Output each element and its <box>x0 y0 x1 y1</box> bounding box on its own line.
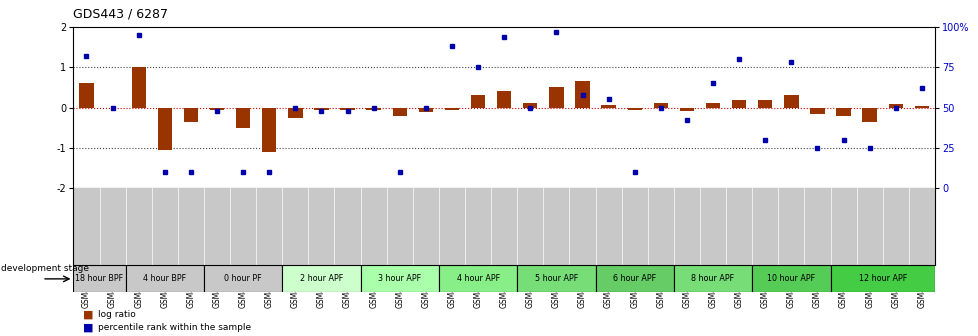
Bar <box>627 108 642 110</box>
Bar <box>184 108 198 122</box>
Bar <box>360 265 438 292</box>
Bar <box>340 108 354 110</box>
Bar <box>732 100 745 108</box>
Bar <box>288 108 302 118</box>
Bar <box>444 108 459 110</box>
Bar <box>705 103 720 108</box>
Bar <box>262 108 276 152</box>
Text: 18 hour BPF: 18 hour BPF <box>75 275 123 283</box>
Bar <box>575 81 589 108</box>
Bar <box>157 108 172 150</box>
Text: ■: ■ <box>83 323 94 333</box>
Bar <box>131 67 146 108</box>
Bar <box>810 108 823 114</box>
Bar <box>600 105 615 108</box>
Bar <box>862 108 876 122</box>
Text: development stage: development stage <box>1 264 89 273</box>
Text: 8 hour APF: 8 hour APF <box>690 275 734 283</box>
Bar <box>236 108 250 128</box>
Text: percentile rank within the sample: percentile rank within the sample <box>98 323 250 332</box>
Bar <box>888 104 902 108</box>
Bar <box>757 100 772 108</box>
Bar <box>595 265 673 292</box>
Bar <box>314 108 329 110</box>
Text: 6 hour APF: 6 hour APF <box>612 275 655 283</box>
Bar <box>203 265 282 292</box>
Text: 4 hour APF: 4 hour APF <box>456 275 499 283</box>
Text: 0 hour PF: 0 hour PF <box>224 275 262 283</box>
Bar <box>470 95 485 108</box>
Text: 12 hour APF: 12 hour APF <box>858 275 906 283</box>
Bar <box>673 265 751 292</box>
Bar <box>679 108 693 111</box>
Bar <box>73 265 125 292</box>
Bar <box>392 108 407 116</box>
Bar <box>419 108 432 112</box>
Bar <box>125 265 203 292</box>
Bar <box>79 83 94 108</box>
Bar <box>549 87 563 108</box>
Bar <box>209 108 224 110</box>
Bar <box>497 91 511 108</box>
Text: GDS443 / 6287: GDS443 / 6287 <box>73 7 168 20</box>
Text: log ratio: log ratio <box>98 310 136 319</box>
Bar <box>913 106 928 108</box>
Text: ■: ■ <box>83 309 94 319</box>
Bar <box>516 265 595 292</box>
Bar <box>438 265 516 292</box>
Bar <box>783 95 798 108</box>
Text: 3 hour APF: 3 hour APF <box>378 275 421 283</box>
Bar <box>653 103 667 108</box>
Text: 5 hour APF: 5 hour APF <box>534 275 577 283</box>
Bar <box>366 108 380 110</box>
Text: 2 hour APF: 2 hour APF <box>299 275 342 283</box>
Text: 4 hour BPF: 4 hour BPF <box>143 275 186 283</box>
Text: 10 hour APF: 10 hour APF <box>767 275 815 283</box>
Bar <box>835 108 850 116</box>
Bar <box>522 103 537 108</box>
Bar <box>829 265 934 292</box>
Bar <box>282 265 360 292</box>
Bar <box>751 265 829 292</box>
